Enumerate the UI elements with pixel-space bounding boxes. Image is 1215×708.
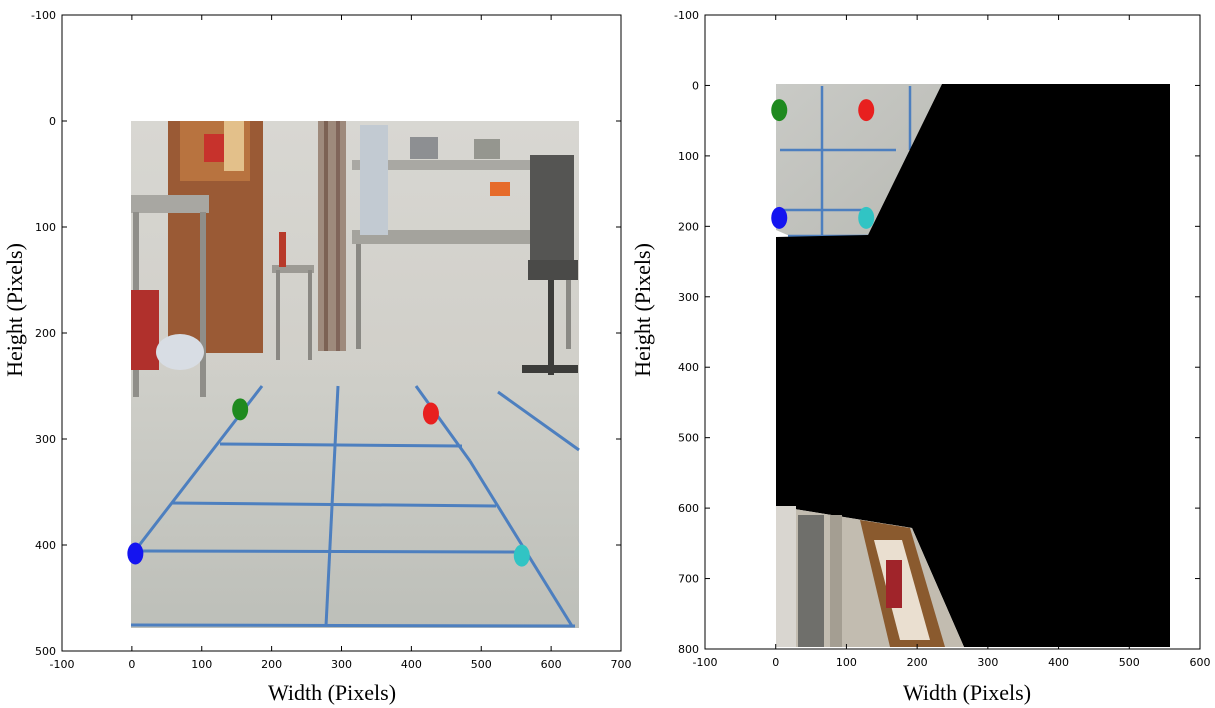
left-y-tick-label: 300	[35, 433, 56, 446]
left-x-tick-label: -100	[50, 658, 75, 671]
right-y-tick-label: 800	[678, 643, 699, 656]
right-point	[771, 99, 788, 122]
right-x-tick-label: 300	[977, 656, 998, 669]
left-y-tick-label: 500	[35, 645, 56, 658]
left-point	[513, 544, 530, 567]
right-y-tick-label: 300	[678, 291, 699, 304]
right-plot-frame	[704, 14, 1201, 650]
right-point	[858, 206, 875, 229]
left-x-tick-label: 0	[128, 658, 135, 671]
right-y-axis-label: Height (Pixels)	[630, 243, 655, 377]
left-y-tick-label: 0	[49, 115, 56, 128]
right-y-tick-label: 600	[678, 502, 699, 515]
right-x-tick-label: 600	[1190, 656, 1211, 669]
left-x-tick-label: 700	[611, 658, 632, 671]
left-x-tick-label: 400	[401, 658, 422, 671]
left-point	[127, 542, 144, 565]
right-warped-image	[776, 84, 1170, 647]
left-x-tick-label: 300	[331, 658, 352, 671]
right-point	[858, 99, 875, 122]
right-x-tick-label: -100	[693, 656, 718, 669]
right-plot: -100 0 100 200 300 400 500 600 -100 0 100 200 300 400…	[630, 9, 1211, 705]
left-point	[422, 402, 439, 425]
right-ticks: -100 0 100 200 300 400 500 600 -100 0 100 200 300 400…	[674, 9, 1210, 669]
left-y-axis-label: Height (Pixels)	[2, 243, 27, 377]
left-camera-image	[130, 121, 580, 628]
left-x-tick-label: 600	[541, 658, 562, 671]
left-marks	[127, 398, 530, 567]
right-x-tick-label: 500	[1119, 656, 1140, 669]
right-x-axis-label: Width (Pixels)	[903, 680, 1031, 705]
left-x-tick-label: 500	[471, 658, 492, 671]
left-plot: -100 0 100 200 300 400 500 600 700 -100 0 100 200 300…	[2, 9, 632, 705]
left-x-tick-label: 100	[191, 658, 212, 671]
right-x-tick-label: 0	[772, 656, 779, 669]
left-y-tick-label: 200	[35, 327, 56, 340]
right-y-tick-label: -100	[674, 9, 699, 22]
right-x-tick-label: 200	[907, 656, 928, 669]
left-x-tick-label: 200	[261, 658, 282, 671]
right-x-tick-label: 100	[836, 656, 857, 669]
left-y-tick-label: 100	[35, 221, 56, 234]
left-y-tick-label: 400	[35, 539, 56, 552]
right-y-tick-label: 100	[678, 150, 699, 163]
right-y-tick-label: 400	[678, 361, 699, 374]
right-y-tick-label: 200	[678, 220, 699, 233]
right-y-tick-label: 700	[678, 573, 699, 586]
right-y-tick-label: 0	[692, 79, 699, 92]
left-x-axis-label: Width (Pixels)	[268, 680, 396, 705]
right-x-tick-label: 400	[1048, 656, 1069, 669]
left-y-tick-label: -100	[31, 9, 56, 22]
right-point	[771, 206, 788, 229]
left-ticks: -100 0 100 200 300 400 500 600 700 -100 0 100 200 300…	[31, 9, 631, 671]
right-y-tick-label: 500	[678, 432, 699, 445]
left-point	[232, 398, 249, 421]
right-marks	[771, 99, 875, 229]
